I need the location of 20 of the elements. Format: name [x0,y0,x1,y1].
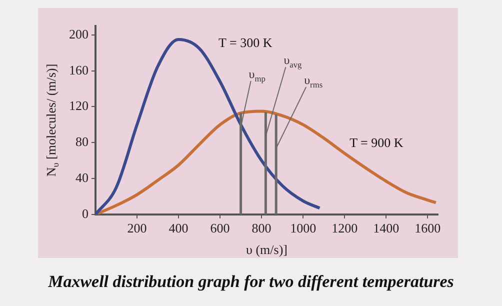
series-label: T = 900 K [350,134,404,150]
y-axis-title: Nυ [molecules/ (m/s)] [43,64,60,177]
y-tick-label: 80 [76,134,88,150]
x-axis-title: υ (m/s)] [246,242,288,257]
x-tick-label: 200 [127,220,147,236]
y-tick-label: 0 [82,206,88,221]
series-label: T = 300 K [218,34,273,50]
y-tick-label: 200 [69,26,88,42]
x-tick-label: 600 [210,220,230,236]
x-tick-label: 1000 [290,220,316,236]
x-tick-label: 1200 [332,220,358,236]
y-tick-label: 40 [76,170,88,185]
line-series [96,38,322,214]
y-tick-label: 120 [69,98,88,114]
y-tick-label: 160 [69,62,88,78]
x-tick-label: 1400 [373,220,400,236]
x-tick-label: 400 [168,220,188,236]
x-tick-label: 1600 [414,220,441,236]
x-tick-label: 800 [252,220,272,236]
text: Maxwell distribution graph for two different temperatures [47,272,455,292]
